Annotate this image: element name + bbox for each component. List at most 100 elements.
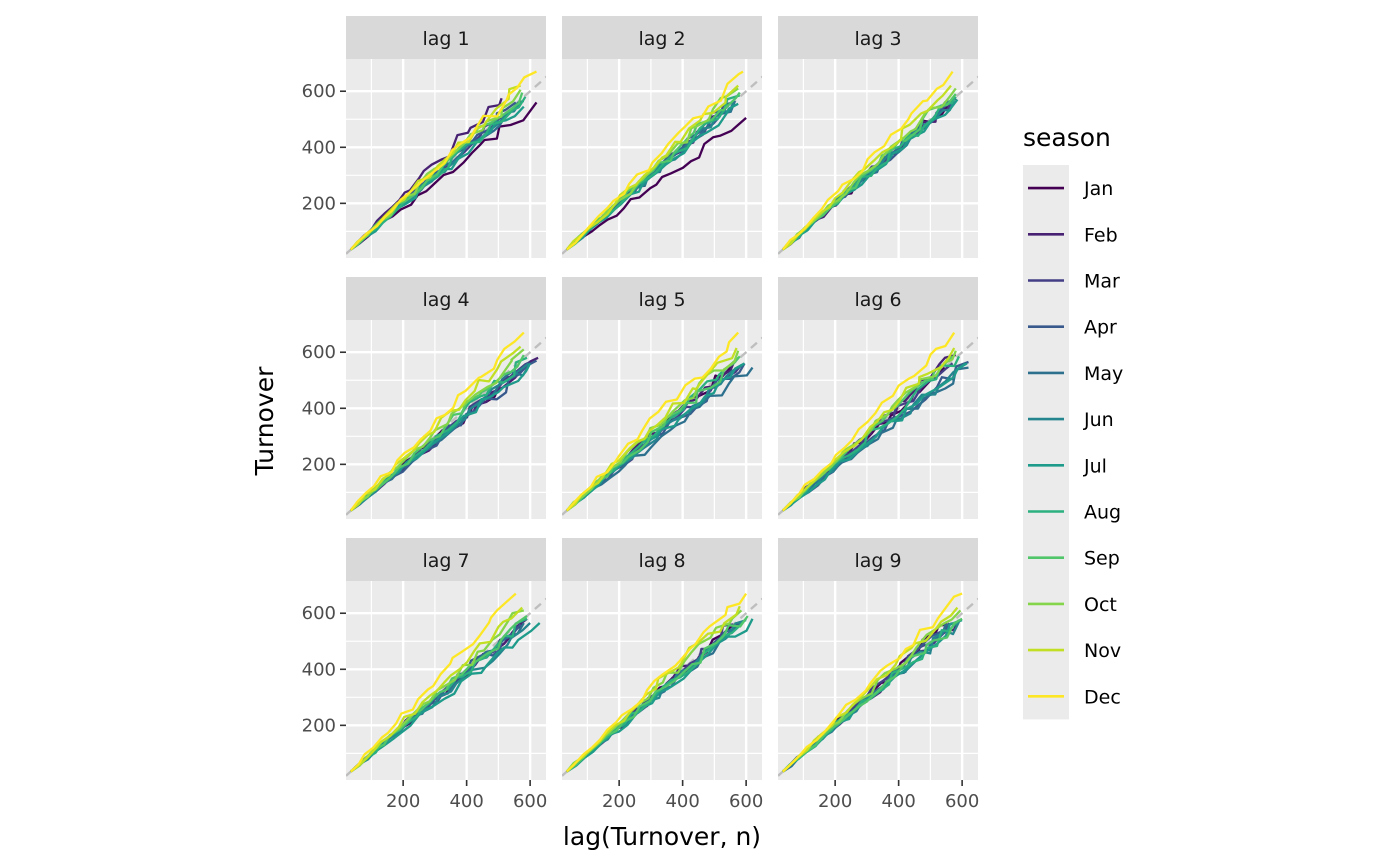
legend-label: Aug xyxy=(1084,502,1121,524)
legend-item-jun: Jun xyxy=(1028,409,1114,431)
panel-data xyxy=(778,331,978,516)
facet-strip-label: lag 9 xyxy=(854,550,901,572)
y-tick-label: 600 xyxy=(302,342,336,363)
y-tick-label: 200 xyxy=(302,193,336,214)
facet-strip-label: lag 8 xyxy=(638,550,685,572)
series-line-nov xyxy=(782,347,956,512)
series-line-aug xyxy=(349,96,527,251)
facet-panel-lag-4: lag 4 xyxy=(346,277,546,519)
legend-item-apr: Apr xyxy=(1028,317,1117,339)
facet-panel-lag-8: lag 8 xyxy=(562,538,762,780)
series-line-jul xyxy=(566,362,746,512)
panel-data xyxy=(346,592,546,777)
facet-panel-lag-5: lag 5 xyxy=(562,277,762,519)
x-tick-label: 400 xyxy=(449,791,483,812)
legend-label: Jan xyxy=(1083,178,1113,200)
legend-item-jul: Jul xyxy=(1028,455,1107,477)
x-tick-label: 400 xyxy=(881,791,915,812)
series-line-dec xyxy=(566,70,744,251)
series-line-jul xyxy=(782,362,968,512)
x-axis-title: lag(Turnover, n) xyxy=(563,822,761,851)
facet-strip xyxy=(562,538,762,581)
series-line-dec xyxy=(782,592,963,773)
facet-strip xyxy=(562,277,762,320)
legend-item-aug: Aug xyxy=(1028,502,1121,524)
panel-data xyxy=(562,592,762,777)
legend-item-jan: Jan xyxy=(1028,178,1113,200)
legend-item-mar: Mar xyxy=(1028,271,1120,293)
x-tick-label: 600 xyxy=(945,791,979,812)
panel-data xyxy=(346,331,546,516)
legend-label: Sep xyxy=(1084,548,1120,570)
series-line-nov xyxy=(566,347,738,512)
axes: 200 400 600 200 400 600 200 400 600 200 400 600 200 4… xyxy=(250,81,979,851)
facet-panels: lag 1 lag 2 lag 3 lag 4 lag 5 lag 6 lag 7 lag 8… xyxy=(346,16,978,780)
series-line-sep xyxy=(350,615,528,773)
facet-panel-lag-2: lag 2 xyxy=(562,16,762,258)
legend-title: season xyxy=(1023,123,1111,152)
panel-data xyxy=(778,592,978,777)
facet-strip xyxy=(346,538,546,581)
facet-strip-label: lag 6 xyxy=(854,289,901,311)
x-tick-label: 200 xyxy=(386,791,420,812)
facet-strip-label: lag 3 xyxy=(854,28,901,50)
legend-label: Nov xyxy=(1084,640,1121,662)
x-tick-label: 200 xyxy=(602,791,636,812)
series-line-jul xyxy=(350,622,541,773)
y-tick-label: 400 xyxy=(302,659,336,680)
facet-strip xyxy=(346,16,546,59)
facet-strip-label: lag 7 xyxy=(422,550,469,572)
facet-strip-label: lag 2 xyxy=(638,28,685,50)
x-tick-label: 600 xyxy=(729,791,763,812)
series-line-jul xyxy=(782,98,959,251)
facet-panel-lag-9: lag 9 xyxy=(778,538,978,780)
facet-panel-lag-3: lag 3 xyxy=(778,16,978,258)
y-tick-label: 400 xyxy=(302,398,336,419)
legend-label: Feb xyxy=(1084,224,1118,246)
series-line-nov xyxy=(350,606,524,773)
panel-data xyxy=(346,70,546,255)
series-line-dec xyxy=(566,592,748,773)
panel-data xyxy=(778,70,978,255)
legend-label: Mar xyxy=(1084,271,1120,293)
facet-panel-lag-7: lag 7 xyxy=(346,538,546,780)
series-line-jan xyxy=(566,117,747,251)
facet-strip xyxy=(562,16,762,59)
series-line-sep xyxy=(782,617,963,773)
series-line-dec xyxy=(350,592,517,773)
legend-item-sep: Sep xyxy=(1028,548,1120,570)
series-line-nov xyxy=(350,345,522,512)
legend: season Jan Feb Mar Apr May Jun Jul Aug Sep Oct Nov D… xyxy=(1023,123,1123,720)
facet-strip-label: lag 4 xyxy=(422,289,469,311)
series-line-dec xyxy=(781,70,954,251)
facet-strip xyxy=(778,16,978,59)
legend-item-dec: Dec xyxy=(1028,686,1121,708)
legend-label: Apr xyxy=(1084,317,1117,339)
y-tick-label: 200 xyxy=(302,454,336,475)
facet-strip xyxy=(778,277,978,320)
series-line-dec xyxy=(349,70,537,251)
y-tick-label: 200 xyxy=(302,715,336,736)
series-line-nov xyxy=(565,84,739,251)
series-line-sep xyxy=(565,91,741,251)
x-tick-label: 400 xyxy=(665,791,699,812)
x-tick-label: 600 xyxy=(513,791,547,812)
series-line-dec xyxy=(349,331,525,512)
facet-panel-lag-1: lag 1 xyxy=(346,16,546,258)
facet-strip xyxy=(346,277,546,320)
facet-strip-label: lag 5 xyxy=(638,289,685,311)
legend-item-oct: Oct xyxy=(1028,594,1117,616)
panel-data xyxy=(562,331,762,516)
legend-label: Jun xyxy=(1083,409,1114,431)
facet-strip xyxy=(778,538,978,581)
legend-item-nov: Nov xyxy=(1028,640,1121,662)
legend-item-may: May xyxy=(1028,363,1123,385)
x-tick-label: 200 xyxy=(818,791,852,812)
y-tick-label: 400 xyxy=(302,137,336,158)
facet-panel-lag-6: lag 6 xyxy=(778,277,978,519)
legend-key-background xyxy=(1023,165,1069,720)
legend-label: Jul xyxy=(1083,455,1107,477)
legend-label: May xyxy=(1084,363,1123,385)
y-tick-label: 600 xyxy=(302,81,336,102)
